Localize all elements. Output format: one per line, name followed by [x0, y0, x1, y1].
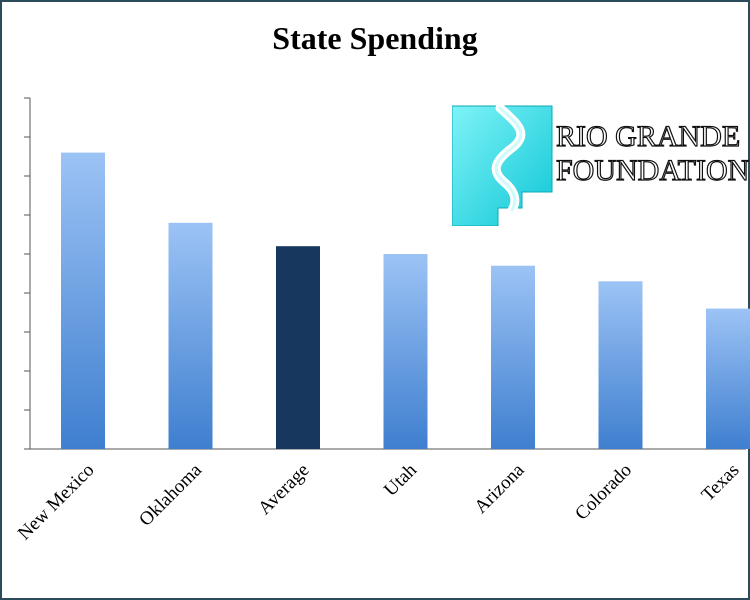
bars — [61, 152, 750, 449]
bar-arizona — [491, 265, 535, 449]
x-tick-label: Arizona — [470, 459, 529, 518]
bar-oklahoma — [168, 222, 213, 449]
x-tick-labels: New Mexico Oklahoma Average Utah Arizona Colo… — [14, 459, 744, 544]
x-tick-label: Oklahoma — [135, 459, 206, 530]
bar-average — [276, 246, 320, 449]
bar-colorado — [598, 281, 643, 449]
bar-utah — [383, 254, 428, 449]
x-tick-label: Texas — [698, 460, 744, 506]
rio-grande-foundation-logo: RIO GRANDE FOUNDATION — [452, 104, 750, 226]
x-tick-label: Average — [254, 460, 313, 519]
bar-texas — [706, 308, 750, 449]
logo-line-2: FOUNDATION — [556, 154, 749, 187]
bar-new-mexico — [61, 152, 105, 449]
logo-line-1: RIO GRANDE — [556, 120, 740, 153]
x-tick-label: New Mexico — [14, 460, 99, 545]
x-tick-label: Utah — [380, 459, 421, 500]
chart-title: State Spending — [272, 20, 478, 56]
x-tick-label: Colorado — [571, 460, 636, 525]
